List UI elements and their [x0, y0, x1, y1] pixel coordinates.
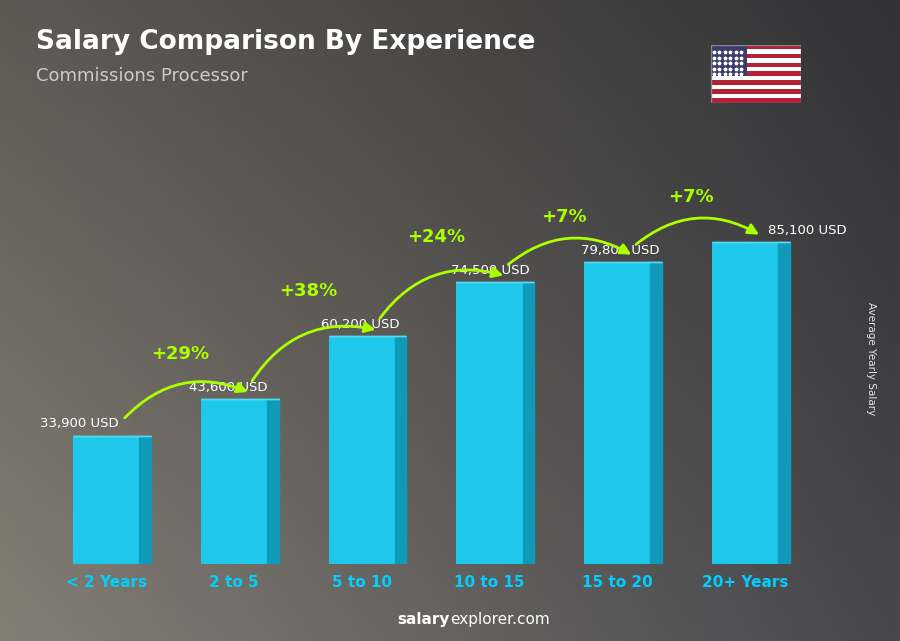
Text: Average Yearly Salary: Average Yearly Salary — [866, 303, 877, 415]
Bar — [711, 54, 801, 58]
Polygon shape — [395, 337, 407, 564]
Bar — [328, 337, 395, 564]
Polygon shape — [651, 262, 661, 564]
Polygon shape — [778, 242, 789, 564]
Bar — [73, 436, 140, 564]
Bar — [711, 76, 801, 80]
Bar — [711, 72, 801, 76]
Bar — [711, 98, 801, 103]
Bar — [201, 399, 267, 564]
Text: 33,900 USD: 33,900 USD — [0, 640, 1, 641]
Text: 74,500 USD: 74,500 USD — [0, 640, 1, 641]
Polygon shape — [523, 282, 535, 564]
Text: 85,100 USD: 85,100 USD — [768, 224, 847, 237]
Bar — [711, 94, 801, 98]
Text: salary: salary — [398, 612, 450, 627]
Text: 74,500 USD: 74,500 USD — [451, 264, 530, 278]
Text: 79,800 USD: 79,800 USD — [581, 244, 660, 257]
Text: 60,200 USD: 60,200 USD — [321, 319, 400, 331]
Text: 43,600 USD: 43,600 USD — [189, 381, 268, 394]
Text: 79,800 USD: 79,800 USD — [0, 640, 1, 641]
Bar — [711, 80, 801, 85]
Text: 85,100 USD: 85,100 USD — [0, 640, 1, 641]
Bar — [456, 282, 523, 564]
Polygon shape — [267, 399, 279, 564]
Text: +29%: +29% — [151, 345, 210, 363]
Bar — [711, 67, 801, 72]
Text: +24%: +24% — [407, 228, 465, 246]
Text: Commissions Processor: Commissions Processor — [36, 67, 248, 85]
Bar — [711, 45, 747, 76]
Text: +38%: +38% — [279, 283, 338, 301]
Bar — [711, 58, 801, 63]
Bar — [711, 85, 801, 89]
Bar — [711, 63, 801, 67]
Bar — [711, 45, 801, 49]
Text: 60,200 USD: 60,200 USD — [0, 640, 1, 641]
Text: 33,900 USD: 33,900 USD — [40, 417, 119, 430]
Text: Salary Comparison By Experience: Salary Comparison By Experience — [36, 29, 536, 55]
Bar — [712, 242, 778, 564]
Bar — [711, 89, 801, 94]
Text: +7%: +7% — [541, 208, 587, 226]
Bar — [711, 49, 801, 54]
Bar — [584, 262, 651, 564]
Polygon shape — [140, 436, 151, 564]
Text: explorer.com: explorer.com — [450, 612, 550, 627]
Text: 43,600 USD: 43,600 USD — [0, 640, 1, 641]
Text: +7%: +7% — [669, 188, 714, 206]
